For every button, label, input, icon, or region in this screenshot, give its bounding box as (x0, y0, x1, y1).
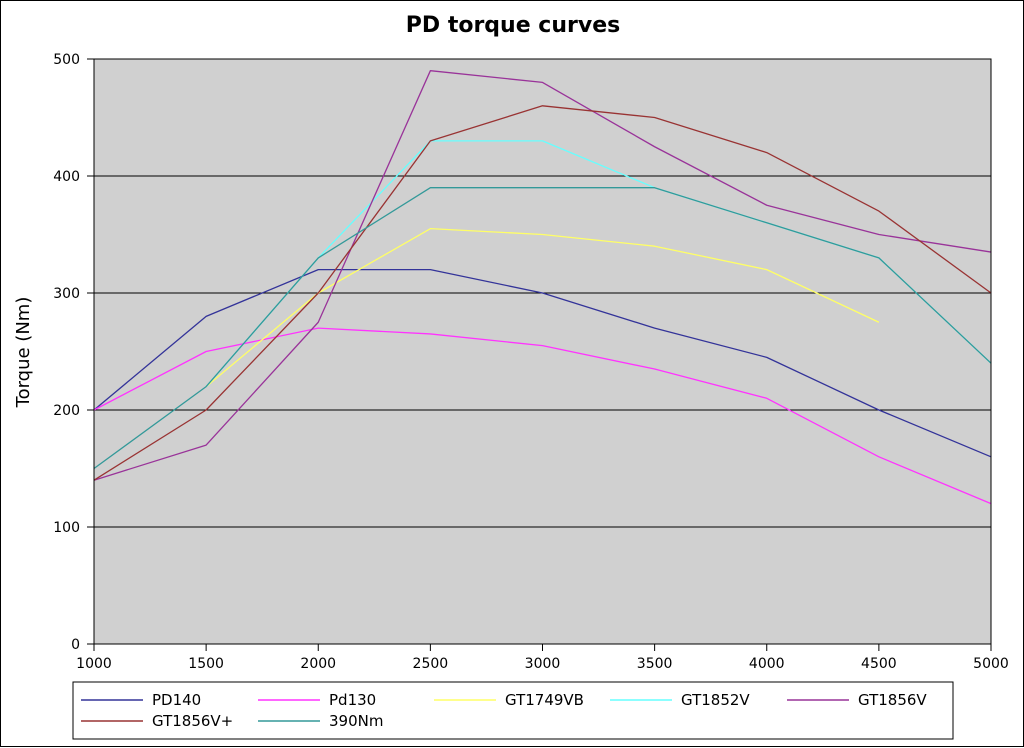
y-tick-label: 100 (53, 520, 80, 536)
legend-entry: PD140 (152, 691, 201, 709)
x-tick-label: 2000 (300, 656, 336, 672)
y-tick-label: 200 (53, 403, 80, 419)
series-line-gt1856v (93, 70, 992, 481)
y-tick-label: 0 (71, 637, 80, 653)
legend-box (72, 681, 954, 740)
x-tick-label: 4000 (749, 656, 785, 672)
legend-entry: GT1852V (681, 691, 750, 709)
y-tick-label: 300 (53, 286, 80, 302)
series-line-pd140 (93, 268, 992, 458)
chart-title: PD torque curves (406, 13, 620, 38)
series-lines (93, 70, 992, 505)
legend-entry: Pd130 (329, 691, 376, 709)
y-tick-label: 400 (53, 169, 80, 185)
legend-entry: 390Nm (329, 712, 383, 730)
plot-area (94, 59, 991, 644)
legend-entry: GT1749VB (505, 691, 584, 709)
axes: 0 100 200 300 400 500 1000 1500 2000 2500 3000 3500… (53, 52, 1009, 672)
y-axis-label: Torque (Nm) (13, 297, 34, 409)
legend-entry: GT1856V (858, 691, 927, 709)
legend-entry: GT1856V+ (152, 712, 233, 730)
series-line-390nm (93, 187, 992, 470)
y-tick-label: 500 (53, 52, 80, 68)
x-tick-label: 1000 (76, 656, 112, 672)
legend: PD140 Pd130 GT1749VB GT1852V GT1856V GT1856V+… (72, 681, 954, 740)
x-tick-label: 3500 (637, 656, 673, 672)
series-line-gt1856v- (93, 105, 992, 481)
x-tick-label: 2500 (413, 656, 449, 672)
x-tick-label: 3000 (525, 656, 561, 672)
x-tick-label: 1500 (188, 656, 224, 672)
x-tick-label: 4500 (861, 656, 897, 672)
x-tick-label: 5000 (973, 656, 1009, 672)
